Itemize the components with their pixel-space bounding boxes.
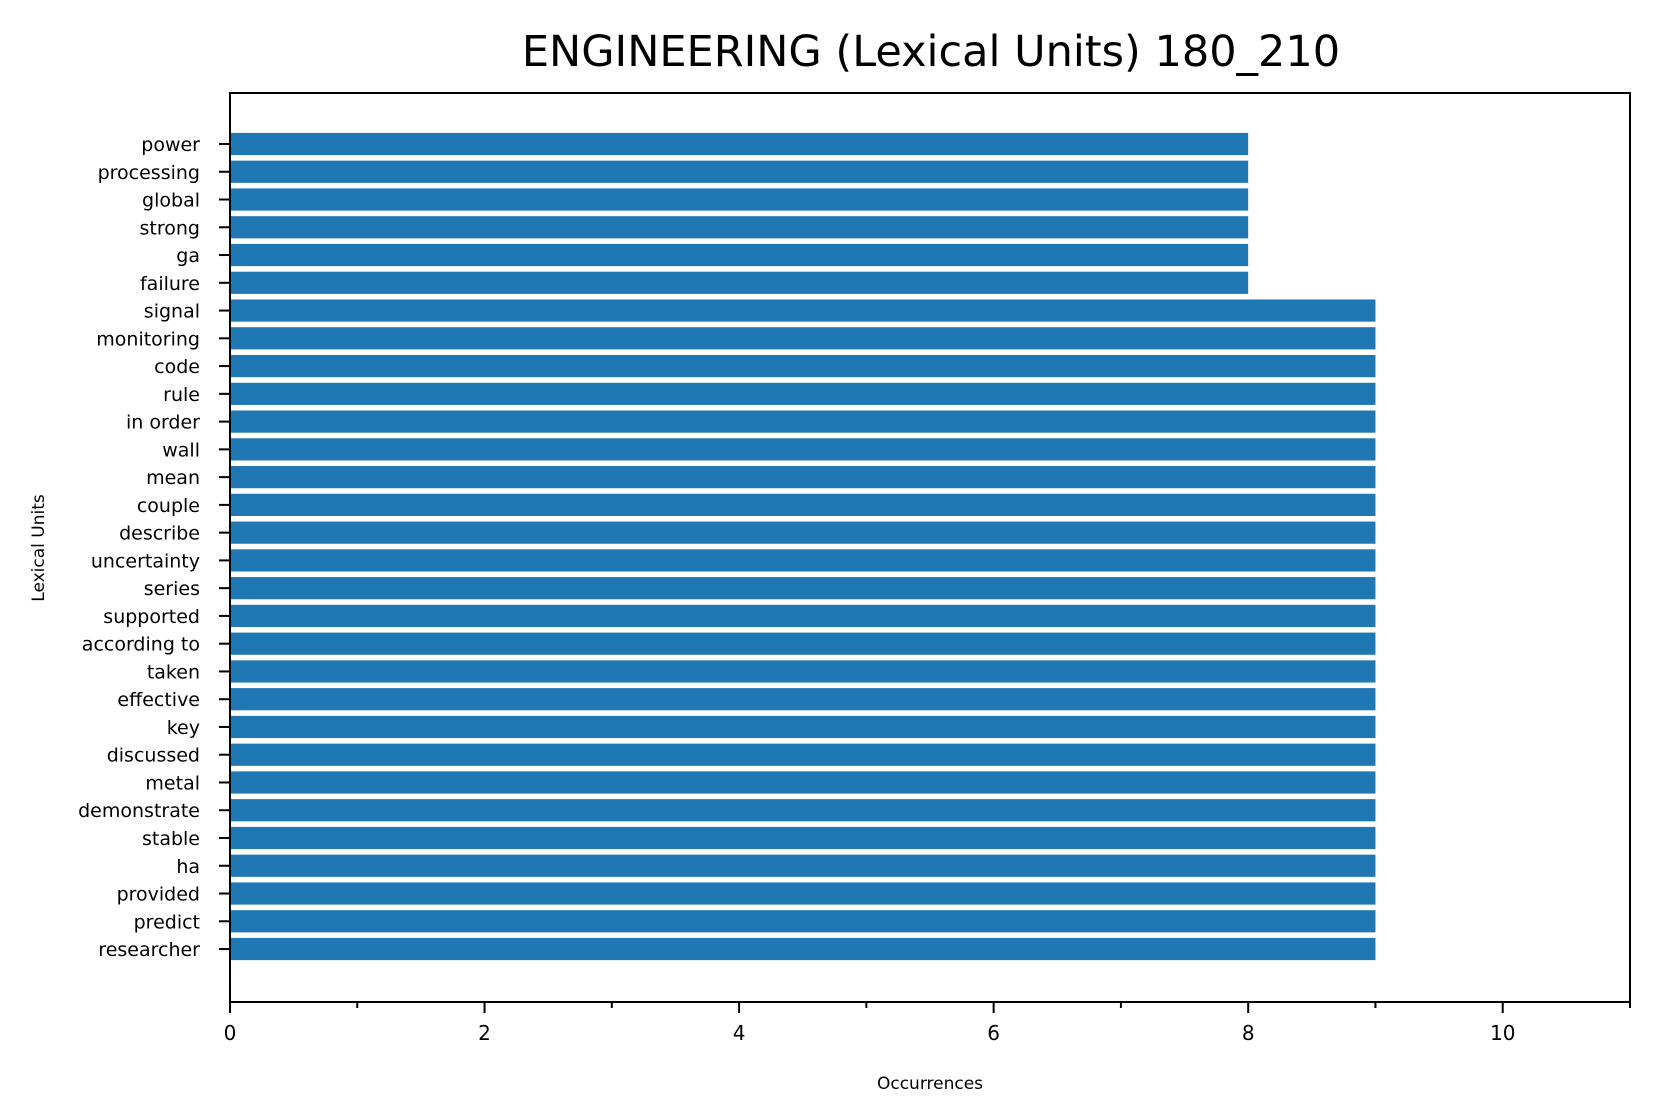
- y-tick-label: metal: [145, 772, 200, 794]
- y-tick-label: power: [141, 134, 200, 156]
- bar-effective: [230, 688, 1376, 711]
- bar-key: [230, 715, 1376, 739]
- y-tick-label: uncertainty: [91, 550, 200, 572]
- y-tick-label: series: [144, 578, 200, 600]
- x-tick-label: 6: [987, 1021, 1000, 1045]
- y-tick-label: predict: [134, 911, 200, 933]
- bar-according-to: [230, 632, 1376, 655]
- bar-provided: [230, 882, 1376, 905]
- y-tick-label: key: [167, 717, 200, 739]
- y-tick-label: monitoring: [96, 328, 200, 350]
- bar-mean: [230, 466, 1376, 489]
- y-axis: power processing global strong ga failure sign…: [78, 134, 230, 961]
- bar-predict: [230, 910, 1376, 933]
- bar-stable: [230, 826, 1376, 850]
- x-tick-label: 2: [478, 1021, 491, 1045]
- y-tick-label: ha: [176, 856, 200, 878]
- x-axis-label: Occurrences: [877, 1074, 983, 1094]
- y-tick-label: strong: [140, 217, 200, 239]
- y-tick-label: describe: [119, 523, 200, 545]
- x-axis: 0 2 4 6 8 10: [224, 1002, 1631, 1045]
- y-tick-label: according to: [82, 634, 200, 656]
- y-tick-label: code: [154, 356, 200, 378]
- bar-supported: [230, 604, 1376, 628]
- x-tick-label: 0: [224, 1021, 237, 1045]
- y-tick-label: effective: [117, 689, 200, 711]
- bar-power: [230, 132, 1249, 156]
- y-tick-label: rule: [163, 384, 200, 406]
- bar-taken: [230, 660, 1376, 683]
- y-axis-label: Lexical Units: [29, 494, 49, 602]
- y-tick-label: provided: [117, 884, 200, 906]
- y-tick-label: ga: [176, 245, 200, 267]
- y-tick-label: processing: [98, 162, 200, 184]
- bar-processing: [230, 160, 1249, 183]
- bar-series: [230, 577, 1376, 600]
- bar-wall: [230, 438, 1376, 461]
- bar-global: [230, 188, 1249, 211]
- y-tick-label: in order: [126, 412, 200, 434]
- y-tick-label: global: [142, 190, 200, 212]
- x-tick-label: 4: [733, 1021, 746, 1045]
- y-tick-label: mean: [146, 467, 200, 489]
- bar-in-order: [230, 410, 1376, 433]
- y-tick-label: researcher: [98, 939, 200, 961]
- y-tick-label: failure: [140, 273, 200, 295]
- bar-failure: [230, 271, 1249, 294]
- bar-discussed: [230, 743, 1376, 766]
- plot-frame: [229, 92, 1631, 1003]
- bar-monitoring: [230, 327, 1376, 350]
- y-tick-label: couple: [137, 495, 200, 517]
- y-tick-label: taken: [147, 661, 200, 683]
- x-tick-label: 10: [1490, 1021, 1515, 1045]
- bar-uncertainty: [230, 549, 1376, 572]
- bar-couple: [230, 493, 1376, 516]
- bar-metal: [230, 771, 1376, 794]
- y-tick-label: wall: [162, 439, 200, 461]
- y-tick-label: signal: [144, 301, 200, 323]
- bar-describe: [230, 521, 1376, 544]
- bar-signal: [230, 299, 1376, 322]
- chart-title: ENGINEERING (Lexical Units) 180_210: [522, 27, 1340, 77]
- x-tick-label: 8: [1242, 1021, 1255, 1045]
- bar-ha: [230, 854, 1376, 877]
- bars-group: [230, 132, 1376, 961]
- bar-demonstrate: [230, 799, 1376, 822]
- bar-code: [230, 354, 1376, 378]
- bar-researcher: [230, 937, 1376, 961]
- y-tick-label: stable: [142, 828, 200, 850]
- bar-ga: [230, 243, 1249, 267]
- y-tick-label: demonstrate: [78, 800, 200, 822]
- y-tick-label: discussed: [107, 745, 200, 767]
- y-tick-label: supported: [103, 606, 200, 628]
- bar-rule: [230, 382, 1376, 405]
- bar-strong: [230, 216, 1249, 239]
